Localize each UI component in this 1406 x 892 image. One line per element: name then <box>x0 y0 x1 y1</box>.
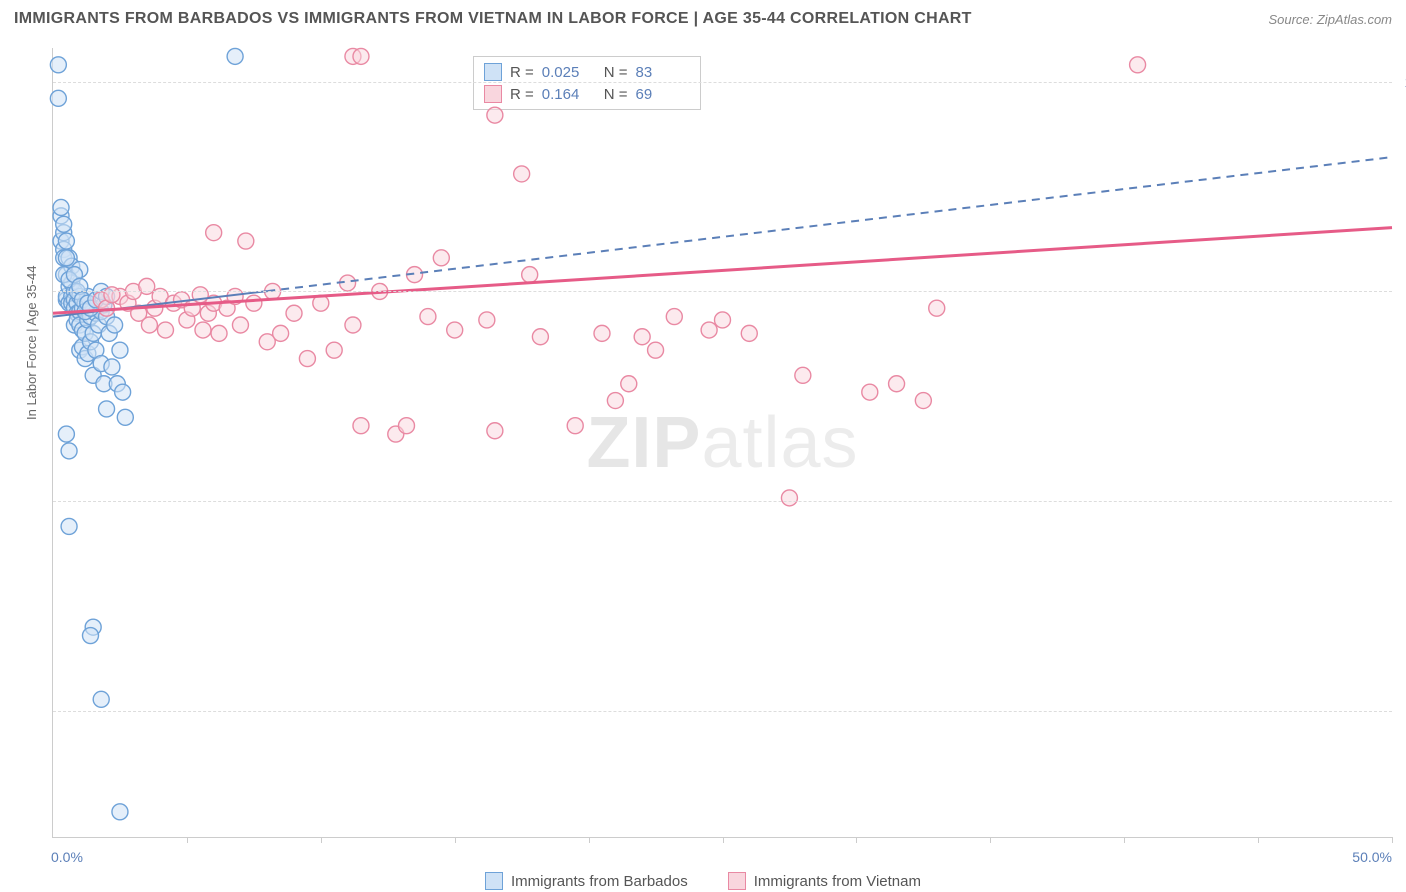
legend-item-vietnam: Immigrants from Vietnam <box>728 872 921 890</box>
scatter-point-vietnam <box>433 250 449 266</box>
scatter-point-vietnam <box>345 317 361 333</box>
x-axis-min-label: 0.0% <box>51 849 83 865</box>
gridline-h <box>53 82 1392 83</box>
scatter-point-vietnam <box>211 325 227 341</box>
scatter-point-vietnam <box>299 351 315 367</box>
x-tick <box>589 837 590 843</box>
scatter-point-vietnam <box>929 300 945 316</box>
x-tick <box>321 837 322 843</box>
scatter-point-vietnam <box>273 325 289 341</box>
scatter-point-barbados <box>58 233 74 249</box>
scatter-point-barbados <box>58 426 74 442</box>
scatter-point-vietnam <box>607 393 623 409</box>
scatter-point-vietnam <box>889 376 905 392</box>
scatter-point-vietnam <box>915 393 931 409</box>
x-tick <box>990 837 991 843</box>
scatter-point-vietnam <box>447 322 463 338</box>
scatter-point-barbados <box>112 804 128 820</box>
scatter-point-vietnam <box>104 287 120 303</box>
legend-item-barbados: Immigrants from Barbados <box>485 872 688 890</box>
scatter-point-vietnam <box>666 309 682 325</box>
gridline-h <box>53 711 1392 712</box>
scatter-point-vietnam <box>286 305 302 321</box>
scatter-point-vietnam <box>238 233 254 249</box>
scatter-point-vietnam <box>567 418 583 434</box>
scatter-point-vietnam <box>532 329 548 345</box>
swatch-barbados <box>485 872 503 890</box>
x-tick <box>723 837 724 843</box>
scatter-point-barbados <box>50 57 66 73</box>
scatter-point-vietnam <box>195 322 211 338</box>
scatter-point-vietnam <box>795 367 811 383</box>
x-tick <box>856 837 857 843</box>
scatter-point-vietnam <box>420 309 436 325</box>
scatter-point-vietnam <box>398 418 414 434</box>
scatter-point-vietnam <box>479 312 495 328</box>
scatter-point-vietnam <box>781 490 797 506</box>
scatter-point-barbados <box>227 48 243 64</box>
scatter-point-vietnam <box>862 384 878 400</box>
x-tick <box>1258 837 1259 843</box>
scatter-point-vietnam <box>522 267 538 283</box>
scatter-point-vietnam <box>1130 57 1146 73</box>
x-tick <box>1124 837 1125 843</box>
series-name-vietnam: Immigrants from Vietnam <box>754 873 921 890</box>
scatter-point-barbados <box>82 628 98 644</box>
scatter-point-barbados <box>117 409 133 425</box>
scatter-point-vietnam <box>487 107 503 123</box>
regression-line-barbados-extrapolated <box>267 157 1392 291</box>
gridline-h <box>53 501 1392 502</box>
scatter-point-barbados <box>61 443 77 459</box>
scatter-point-vietnam <box>648 342 664 358</box>
scatter-point-vietnam <box>326 342 342 358</box>
series-name-barbados: Immigrants from Barbados <box>511 873 688 890</box>
scatter-point-barbados <box>112 342 128 358</box>
chart-title: IMMIGRANTS FROM BARBADOS VS IMMIGRANTS F… <box>14 10 972 28</box>
x-tick <box>1392 837 1393 843</box>
scatter-point-vietnam <box>594 325 610 341</box>
scatter-point-vietnam <box>514 166 530 182</box>
scatter-point-vietnam <box>701 322 717 338</box>
scatter-point-barbados <box>56 216 72 232</box>
scatter-point-vietnam <box>232 317 248 333</box>
scatter-point-vietnam <box>487 423 503 439</box>
series-legend: Immigrants from Barbados Immigrants from… <box>0 872 1406 890</box>
scatter-point-barbados <box>115 384 131 400</box>
scatter-point-vietnam <box>157 322 173 338</box>
scatter-point-barbados <box>53 199 69 215</box>
scatter-point-vietnam <box>741 325 757 341</box>
scatter-point-barbados <box>99 401 115 417</box>
scatter-point-vietnam <box>621 376 637 392</box>
plot-area: ZIPatlas R = 0.025 N = 83 R = 0.164 N = … <box>52 48 1392 838</box>
y-axis-title: In Labor Force | Age 35-44 <box>24 266 39 420</box>
scatter-point-vietnam <box>246 295 262 311</box>
scatter-point-vietnam <box>353 48 369 64</box>
x-axis-max-label: 50.0% <box>1352 849 1392 865</box>
swatch-vietnam <box>728 872 746 890</box>
gridline-h <box>53 291 1392 292</box>
x-tick <box>187 837 188 843</box>
scatter-point-barbados <box>107 317 123 333</box>
scatter-point-vietnam <box>634 329 650 345</box>
scatter-point-vietnam <box>141 317 157 333</box>
scatter-point-vietnam <box>353 418 369 434</box>
scatter-point-barbados <box>104 359 120 375</box>
scatter-point-barbados <box>50 90 66 106</box>
scatter-point-vietnam <box>715 312 731 328</box>
scatter-point-barbados <box>58 250 74 266</box>
x-tick <box>455 837 456 843</box>
scatter-point-barbados <box>61 518 77 534</box>
scatter-svg <box>53 48 1392 837</box>
scatter-point-barbados <box>93 691 109 707</box>
source-attribution: Source: ZipAtlas.com <box>1268 12 1392 27</box>
scatter-point-vietnam <box>206 225 222 241</box>
